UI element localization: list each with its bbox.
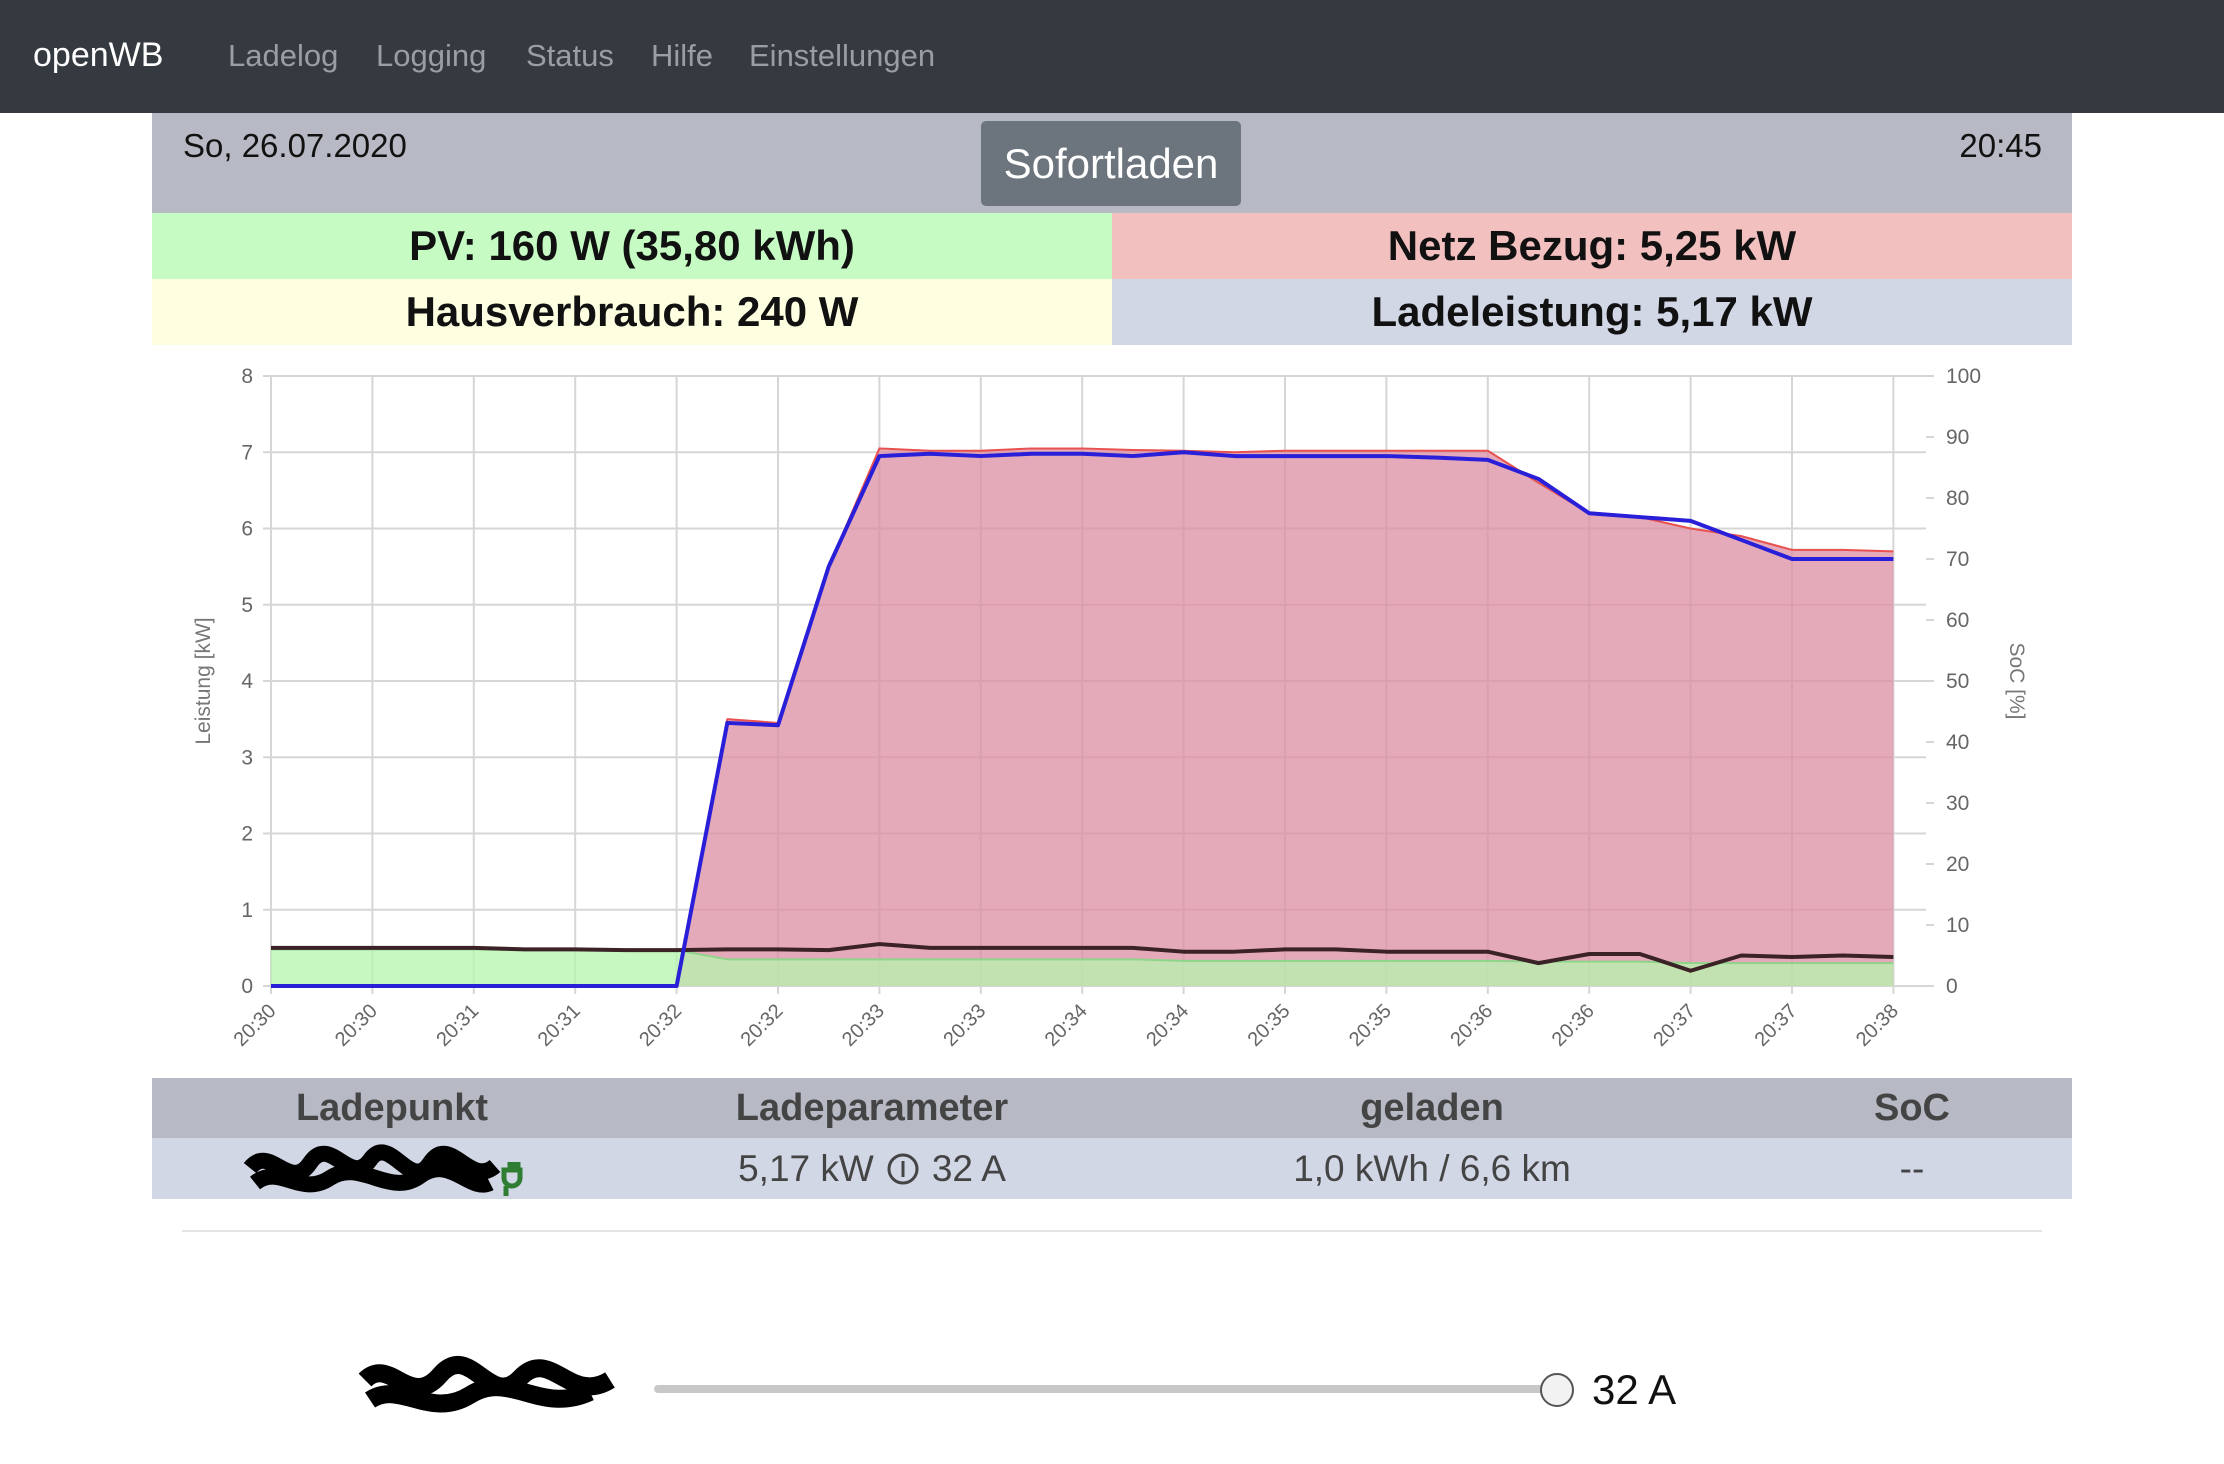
y-tick-label: 1 [241,899,253,922]
y-tick-label: 4 [241,670,253,693]
y2-tick-label: 70 [1946,548,1969,571]
x-tick-label: 20:33 [838,1000,889,1051]
x-tick-label: 20:30 [331,1000,382,1051]
y2-tick-label: 80 [1946,487,1969,510]
x-tick-label: 20:36 [1548,1000,1599,1051]
table-header-cell: Ladeparameter [735,1086,1009,1129]
y2-tick-label: 60 [1946,609,1969,632]
y2-tick-label: 20 [1946,853,1969,876]
y-tick-label: 2 [241,823,253,846]
x-tick-label: 20:37 [1751,1000,1802,1051]
mode-button[interactable]: Sofortladen [981,121,1241,206]
y2-axis-title: SoC [%] [2005,642,2028,719]
nav-link[interactable]: Logging [376,38,487,73]
date: So, 26.07.2020 [183,127,407,164]
x-tick-label: 20:37 [1649,1000,1700,1051]
y2-tick-label: 100 [1946,365,1981,388]
header-bar: So, 26.07.2020 Sofortladen 20:45 [152,113,2072,213]
scribble [358,1356,615,1413]
y2-tick-label: 10 [1946,914,1969,937]
y-tick-label: 8 [241,365,253,388]
area [271,448,1894,986]
redacted-name [243,1144,523,1196]
y-tick-label: 6 [241,518,253,541]
x-tick-label: 20:35 [1345,1000,1396,1051]
table-header-cell: SoC [1874,1086,1950,1129]
x-tick-label: 20:35 [1244,1000,1295,1051]
y-tick-label: 5 [241,594,253,617]
x-tick-label: 20:32 [737,1000,788,1051]
y2-tick-label: 40 [1946,731,1969,754]
x-tick-label: 20:38 [1852,1000,1903,1051]
nav-link[interactable]: Einstellungen [749,38,936,73]
x-tick-label: 20:34 [1041,1000,1092,1051]
line [271,942,1894,973]
plug-icon [501,1162,523,1196]
nav-link[interactable]: Hilfe [651,38,714,73]
charged-cell: 1,0 kWh / 6,6 km [1293,1147,1571,1189]
nav-link[interactable]: Status [526,38,614,73]
power: 5,17 kW [738,1147,874,1189]
brand[interactable]: openWB [33,36,164,74]
house-cell: Hausverbrauch: 240 W [152,279,1112,345]
y-axis-title: Leistung [kW] [192,617,215,744]
x-tick-label: 20:31 [432,1000,483,1051]
line [271,450,1894,988]
x-tick-label: 20:36 [1446,1000,1497,1051]
y-tick-label: 0 [241,975,253,998]
slider-track[interactable] [654,1385,1556,1393]
x-tick-label: 20:31 [534,1000,585,1051]
time: 20:45 [1959,127,2042,164]
x-tick-label: 20:32 [635,1000,686,1051]
y2-tick-label: 0 [1946,975,1958,998]
scribble [243,1144,501,1193]
divider [182,1230,2042,1232]
table-header-cell: geladen [1360,1086,1504,1129]
table-header-cell: Ladepunkt [295,1086,489,1129]
x-tick-label: 20:30 [230,1000,281,1051]
current: 32 A [931,1147,1006,1189]
x-tick-label: 20:33 [939,1000,990,1051]
redacted-label [358,1356,615,1413]
x-tick-label: 20:34 [1142,1000,1193,1051]
nav-link[interactable]: Ladelog [228,38,339,73]
current-icon [887,1153,919,1184]
parameter-cell: 5,17 kW 32 A [632,1138,1112,1199]
charge-cell: Ladeleistung: 5,17 kW [1112,279,2072,345]
slider-value: 32 A [1592,1366,1677,1413]
y2-tick-label: 50 [1946,670,1969,693]
y2-tick-label: 90 [1946,426,1969,449]
slider-knob[interactable] [1540,1373,1574,1407]
pv-cell: PV: 160 W (35,80 kWh) [152,213,1112,279]
navbar: openWB Ladelog Logging Status Hilfe Eins… [0,0,2224,113]
grid-cell: Netz Bezug: 5,25 kW [1112,213,2072,279]
y2-tick-label: 30 [1946,792,1969,815]
y-tick-label: 3 [241,746,253,769]
y-tick-label: 7 [241,441,253,464]
soc-cell: -- [1899,1147,1925,1189]
table-header [152,1078,2072,1138]
